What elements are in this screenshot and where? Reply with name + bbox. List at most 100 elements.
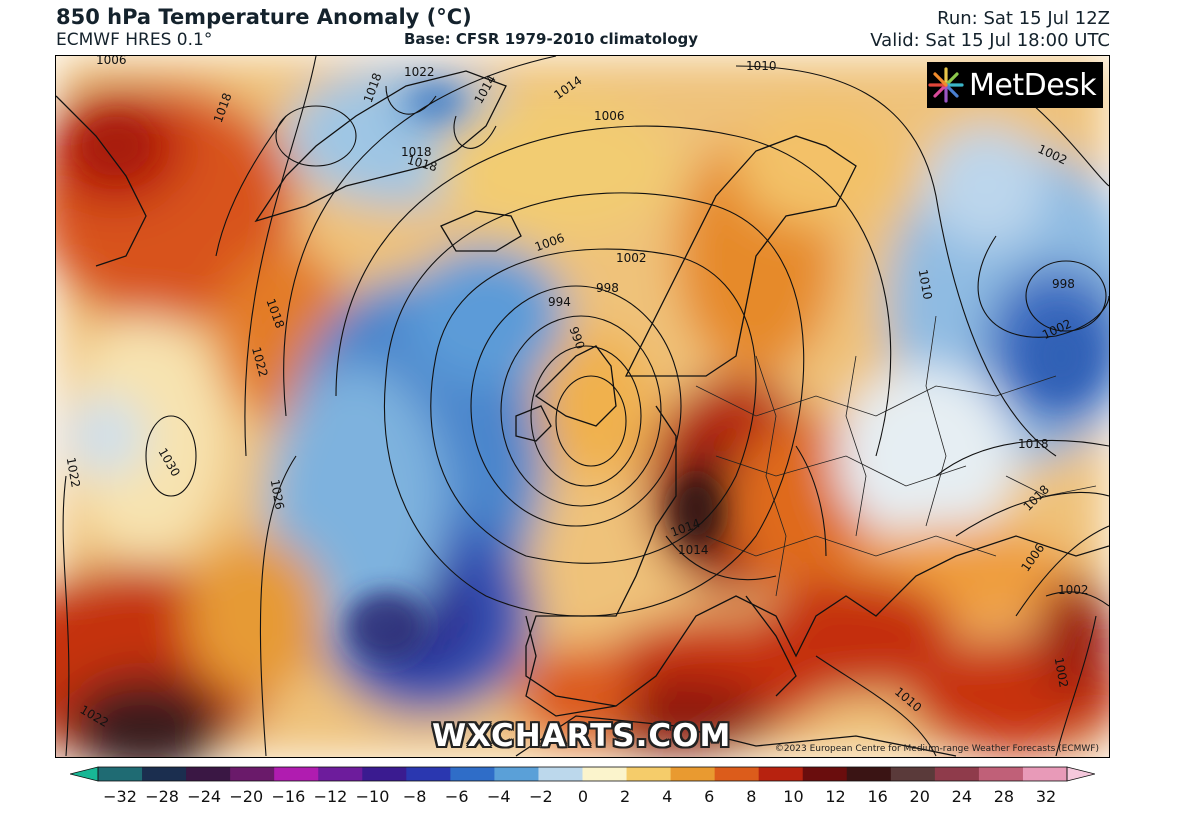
colorbar-tick-label: −24 [187,787,222,806]
colorbar-left-arrow [70,766,99,782]
isobar-label: 998 [1052,277,1075,291]
ireland-coast [515,405,552,442]
isobar-label: 1002 [1058,583,1089,597]
copyright-notice: ©2023 European Centre for Medium-range W… [774,744,1099,754]
valid-time-label: Valid: Sat 15 Jul 18:00 UTC [870,30,1110,51]
logo-text: MetDesk [969,67,1097,103]
colorbar-tick-label: −20 [229,787,264,806]
colorbar-tick-label: −6 [444,787,469,806]
coastlines [56,70,1109,757]
isobar-label: 1006 [96,56,127,67]
colorbar-tick-label: 28 [993,787,1015,806]
isobar-1014b [665,535,777,581]
isobar-label: 1002 [1052,656,1071,689]
isobar-label: 1022 [64,456,83,489]
colorbar-tick-label: 32 [1035,787,1057,806]
scandinavia-coast [624,135,857,377]
isobar-label: 1010 [746,59,777,73]
north-africa-coast [515,715,957,757]
isobar-label: 1010 [916,268,935,301]
anomaly-map[interactable]: 1006 1022 1018 1018 1014 1014 1010 1006 … [55,55,1110,758]
colorbar-cell [1022,767,1068,781]
isobar-label: 998 [596,281,619,295]
colorbar-tick-label: −28 [145,787,179,806]
colorbar-cell [318,767,363,781]
colorbar-tick-label: 10 [783,787,804,806]
labrador-coast [56,95,147,267]
colorbar-tick-label: 24 [951,787,972,806]
colorbar-tick-label: −2 [529,787,553,806]
colorbar-cell [450,767,495,781]
isobar-1018 [283,56,557,417]
colorbar-cell [142,767,187,781]
isobar-1006c [1055,615,1097,757]
colorbar-cell [494,767,539,781]
colorbar-cell [890,767,936,781]
colorbar-tick-label: −16 [271,787,306,806]
colorbar-tick-label: 4 [662,787,673,806]
isobar-998 [500,315,662,507]
isobar-label: 1006 [594,109,625,123]
colorbar-cell [978,767,1024,781]
isobar-1014 [335,125,892,457]
iceland-coast [440,210,522,252]
isobar-1018b [453,115,497,149]
iberia-coast [525,615,617,717]
colorbar-cell [274,767,319,781]
isobar-label: 1018 [401,145,432,159]
isobar-1002 [470,285,682,527]
colorbar-cell [802,767,848,781]
isobar-1022b [62,475,70,757]
isobar-1006b [1015,525,1109,617]
colorbar-ticks: −32 −28 −24 −20 −16 −12 −10 −8 −6 −4 −2 0 2 4 6 8 10 12 16… [0,787,1200,811]
isobar-1002c [977,235,1109,338]
colorbar-cell [670,767,716,781]
isobar-label: 1018 [1018,437,1049,451]
colorbar-cell [98,767,143,781]
colorbar-tick-label: 2 [619,787,631,806]
isobar-1014c [215,115,287,257]
isobar-label: 994 [548,295,571,309]
isobar-label: 1014 [678,543,709,557]
anomaly-field [56,56,1109,757]
metdesk-flower-icon [928,67,964,103]
colorbar-cells [98,767,1068,781]
isobars [62,56,1109,757]
colorbar-cell [186,767,231,781]
isobar-1018c [935,439,1109,477]
isobar-1018f [275,105,357,167]
isobar-994 [530,345,642,487]
colorbar-cell [406,767,451,781]
isobar-1010 [383,192,805,617]
isobar-998b [1025,260,1107,332]
colorbar-cell [934,767,980,781]
colorbar [70,766,1095,782]
colorbar-cell [230,767,275,781]
anomaly-detail [81,86,1096,661]
isobar-1022c [385,85,437,115]
isobar-1002d [1045,591,1109,607]
europe-coast [525,405,1109,707]
colorbar-cell [626,767,672,781]
colorbar-tick-label: 6 [704,787,715,806]
colorbar-cell [362,767,407,781]
colorbar-tick-label: 8 [746,787,757,806]
isobar-label: 1022 [404,65,435,79]
wxcharts-watermark: WXCHARTS.COM [432,718,732,754]
isobar-1010b [735,65,1057,457]
run-time-label: Run: Sat 15 Jul 12Z [937,8,1110,29]
colorbar-cell [582,767,628,781]
isobar-1022 [244,56,317,457]
colorbar-right-arrow [1066,766,1095,782]
isobar-1018d [955,491,1109,537]
colorbar-cell [846,767,892,781]
model-label: ECMWF HRES 0.1° [56,30,213,50]
isobar-1026 [259,455,297,757]
colorbar-tick-label: 0 [577,787,589,806]
isobar-label: 1002 [616,251,647,265]
colorbar-tick-label: −8 [402,787,427,806]
isobar-1018e [795,445,827,557]
isobar-1030 [145,415,197,497]
climatology-label: Base: CFSR 1979-2010 climatology [404,30,699,48]
italy-coast [745,595,797,697]
